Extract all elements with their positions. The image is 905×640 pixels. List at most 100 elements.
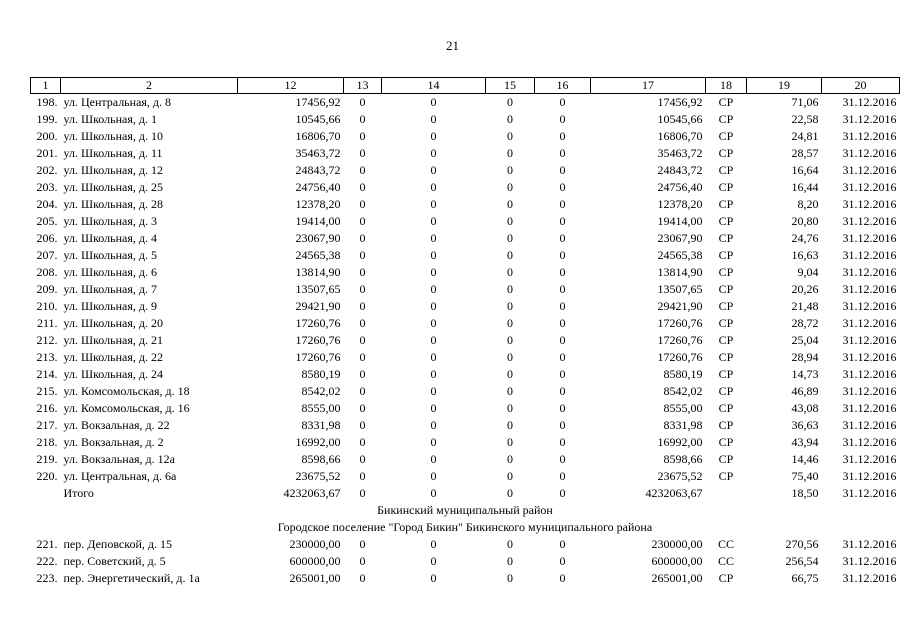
category-cell: СР — [718, 112, 734, 126]
value-cell: 0 — [359, 384, 366, 398]
value-cell: 16992,00 — [295, 435, 341, 449]
value-cell: 0 — [507, 282, 513, 296]
value-cell: 12378,20 — [295, 197, 341, 211]
category-cell: СР — [718, 571, 734, 585]
table-row: 215. ул. Комсомольская, д. 18 8542,02 0 0 0 0 8… — [31, 383, 900, 400]
value-cell: 0 — [507, 129, 513, 143]
table-total: Итого 4232063,67 0 0 0 0 4232063,67 18,5… — [31, 485, 900, 536]
value-cell: 0 — [507, 231, 513, 245]
value-cell: 0 — [359, 537, 366, 551]
value-cell: 17260,76 — [657, 350, 703, 364]
value-cell: 0 — [559, 384, 566, 398]
table-row: 212. ул. Школьная, д. 21 17260,76 0 0 0 0 17260… — [31, 332, 900, 349]
value-cell: 0 — [430, 316, 437, 330]
value-cell: 0 — [359, 571, 366, 585]
value-cell: 23067,90 — [295, 231, 341, 245]
value-cell: 265001,00 — [651, 571, 703, 585]
value-cell: 0 — [507, 571, 513, 585]
value-cell: 0 — [430, 401, 437, 415]
value-cell: 0 — [430, 418, 437, 432]
value-cell: 0 — [430, 367, 437, 381]
row-number-cell: 218. — [36, 435, 58, 449]
date-cell: 31.12.2016 — [842, 469, 897, 483]
value-cell: 0 — [507, 214, 513, 228]
category-cell: СР — [718, 180, 734, 194]
value-cell: 0 — [359, 350, 366, 364]
value-cell: 0 — [430, 469, 437, 483]
row-number-cell: 220. — [36, 469, 58, 483]
section-heading-district: Бикинский муниципальный район — [377, 503, 553, 517]
value-cell: 0 — [359, 146, 366, 160]
value-cell: 0 — [559, 214, 566, 228]
date-cell: 31.12.2016 — [842, 367, 897, 381]
value-cell: 20,26 — [791, 282, 819, 296]
value-cell: 43,94 — [791, 435, 819, 449]
value-cell: 36,63 — [791, 418, 819, 432]
table-row: 213. ул. Школьная, д. 22 17260,76 0 0 0 0 17260… — [31, 349, 900, 366]
date-cell: 31.12.2016 — [842, 112, 897, 126]
address-cell: ул. Школьная, д. 1 — [63, 112, 157, 126]
value-cell: 600000,00 — [289, 554, 341, 568]
value-cell: 0 — [559, 367, 566, 381]
value-cell: 0 — [430, 554, 437, 568]
value-cell: 0 — [507, 248, 513, 262]
value-cell: 0 — [507, 435, 513, 449]
date-cell: 31.12.2016 — [842, 231, 897, 245]
value-cell: 8331,98 — [663, 418, 703, 432]
row-number-cell: 207. — [36, 248, 58, 262]
total-cell — [706, 485, 747, 502]
row-number-cell: 211. — [36, 316, 58, 330]
date-cell: 31.12.2016 — [842, 214, 897, 228]
value-cell: 0 — [359, 197, 366, 211]
date-cell: 31.12.2016 — [842, 571, 897, 585]
category-cell: СР — [718, 197, 734, 211]
table-row: 223. пер. Энергетический, д. 1а 265001,00 0… — [31, 570, 900, 587]
value-cell: 0 — [359, 333, 366, 347]
value-cell: 8598,66 — [301, 452, 341, 466]
category-cell: СР — [718, 401, 734, 415]
address-cell: ул. Школьная, д. 6 — [63, 265, 157, 279]
date-cell: 31.12.2016 — [842, 435, 897, 449]
date-cell: 31.12.2016 — [842, 333, 897, 347]
table-row: 204. ул. Школьная, д. 28 12378,20 0 0 0 0 12378… — [31, 196, 900, 213]
address-cell: ул. Центральная, д. 6а — [63, 469, 177, 483]
date-cell: 31.12.2016 — [842, 248, 897, 262]
value-cell: 0 — [430, 95, 437, 109]
column-header: 20 — [821, 77, 900, 94]
value-cell: 0 — [507, 265, 513, 279]
value-cell: 0 — [430, 146, 437, 160]
table-row: 210. ул. Школьная, д. 9 29421,90 0 0 0 0 29421,… — [31, 298, 900, 315]
table-row: 222. пер. Советский, д. 5 600000,00 0 0 0 0 600… — [31, 553, 900, 570]
date-cell: 31.12.2016 — [842, 163, 897, 177]
category-cell: СС — [717, 537, 734, 551]
value-cell: 8542,02 — [301, 384, 341, 398]
data-table: 1 2 12 13 14 15 16 17 18 19 20 198. ул. Ц… — [30, 77, 900, 587]
value-cell: 8555,00 — [663, 401, 703, 415]
section-heading-row: Городское поселение "Город Бикин" Бикинс… — [31, 519, 900, 536]
value-cell: 0 — [359, 163, 366, 177]
total-cell: 18,50 — [791, 486, 819, 500]
value-cell: 20,80 — [791, 214, 819, 228]
value-cell: 8,20 — [797, 197, 819, 211]
value-cell: 0 — [359, 367, 366, 381]
value-cell: 16,64 — [791, 163, 819, 177]
table-body-settlement: 221. пер. Деповской, д. 15 230000,00 0 0 0 0 23… — [31, 536, 900, 587]
value-cell: 16992,00 — [657, 435, 703, 449]
value-cell: 0 — [430, 435, 437, 449]
value-cell: 0 — [507, 316, 513, 330]
total-cell: 31.12.2016 — [842, 486, 897, 500]
value-cell: 16806,70 — [295, 129, 341, 143]
value-cell: 0 — [559, 231, 566, 245]
address-cell: пер. Советский, д. 5 — [63, 554, 166, 568]
value-cell: 256,54 — [785, 554, 819, 568]
value-cell: 0 — [559, 418, 566, 432]
value-cell: 13507,65 — [657, 282, 703, 296]
total-cell: 0 — [507, 486, 513, 500]
row-number-cell: 202. — [36, 163, 58, 177]
value-cell: 0 — [507, 367, 513, 381]
category-cell: СР — [718, 435, 734, 449]
value-cell: 0 — [430, 265, 437, 279]
date-cell: 31.12.2016 — [842, 350, 897, 364]
address-cell: ул. Вокзальная, д. 12а — [63, 452, 175, 466]
address-cell: ул. Школьная, д. 7 — [63, 282, 157, 296]
